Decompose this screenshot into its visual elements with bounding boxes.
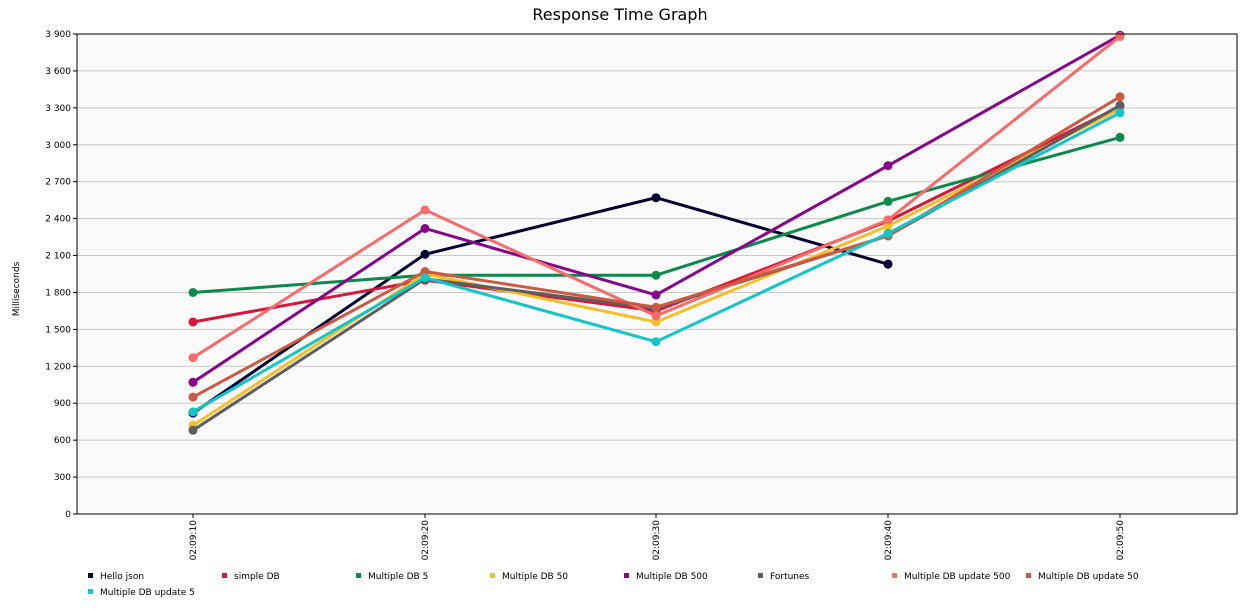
data-point — [1115, 92, 1125, 102]
y-axis-ticks: 0 300 600 900 1 200 1 500 1 800 2 100 2 400 2 700… — [45, 30, 77, 520]
legend-label: Multiple DB 5 — [368, 572, 429, 582]
data-point — [1115, 132, 1125, 142]
legend-label: Multiple DB update 50 — [1038, 572, 1139, 582]
series-multiple-db-update-5 — [188, 108, 1125, 417]
legend-swatch — [758, 573, 763, 578]
data-point — [883, 221, 893, 231]
data-point — [651, 317, 661, 327]
data-point — [883, 161, 893, 171]
y-tick-label: 3 900 — [45, 30, 71, 40]
data-point — [188, 425, 198, 435]
legend-swatch — [624, 573, 629, 578]
plot-border — [76, 33, 1238, 515]
legend-label: Multiple DB update 5 — [100, 588, 195, 598]
x-tick-label: 02:09:40 — [884, 520, 894, 561]
legend-label: Fortunes — [770, 572, 810, 582]
legend-swatch — [88, 573, 93, 578]
y-tick-label: 3 600 — [45, 67, 71, 77]
data-point — [883, 259, 893, 269]
legend-swatch — [1026, 573, 1031, 578]
legend-swatch — [356, 573, 361, 578]
legend-item: Multiple DB 50 — [490, 571, 568, 583]
legend-item: Multiple DB 500 — [624, 571, 708, 583]
data-point — [188, 377, 198, 387]
series-multiple-db-update-500 — [188, 31, 1125, 363]
y-tick-label: 1 200 — [45, 362, 71, 372]
data-point — [420, 273, 430, 283]
series-lines — [188, 30, 1125, 435]
data-point — [420, 267, 430, 277]
data-point — [1115, 108, 1125, 118]
data-point — [1115, 100, 1125, 110]
y-tick-label: 2 100 — [45, 252, 71, 262]
legend-item: Fortunes — [758, 571, 809, 583]
y-tick-label: 2 700 — [45, 178, 71, 188]
legend-item: Multiple DB update 500 — [892, 571, 1010, 583]
y-tick-label: 600 — [54, 436, 71, 446]
legend-swatch — [490, 573, 495, 578]
data-point — [188, 287, 198, 297]
data-point — [188, 392, 198, 402]
data-point — [651, 193, 661, 203]
y-tick-label: 3 000 — [45, 141, 71, 151]
legend-swatch — [222, 573, 227, 578]
legend-swatch — [88, 589, 93, 594]
legend-item: Hello json — [88, 571, 144, 583]
y-tick-label: 0 — [65, 510, 71, 520]
data-point — [420, 205, 430, 215]
legend-item: Multiple DB update 5 — [88, 587, 195, 599]
x-tick-label: 02:09:20 — [421, 520, 431, 561]
data-point — [188, 407, 198, 417]
data-point — [883, 228, 893, 238]
data-point — [651, 270, 661, 280]
x-axis-ticks: 02:09:10 02:09:20 02:09:30 02:09:40 02:09:50 — [189, 514, 1126, 560]
legend-item: simple DB — [222, 571, 280, 583]
legend-label: Multiple DB 500 — [636, 572, 708, 582]
data-point — [420, 249, 430, 259]
legend-item: Multiple DB update 50 — [1026, 571, 1139, 583]
y-tick-label: 900 — [54, 399, 71, 409]
x-tick-label: 02:09:30 — [652, 520, 662, 561]
legend-label: Multiple DB 50 — [502, 572, 569, 582]
y-tick-label: 1 800 — [45, 288, 71, 298]
data-point — [420, 223, 430, 233]
data-point — [188, 353, 198, 363]
legend-swatch — [892, 573, 897, 578]
data-point — [883, 215, 893, 225]
legend-label: simple DB — [234, 572, 280, 582]
y-tick-label: 1 500 — [45, 325, 71, 335]
data-point — [651, 302, 661, 312]
legend-label: Multiple DB update 500 — [904, 572, 1011, 582]
data-point — [1115, 31, 1125, 41]
data-point — [651, 311, 661, 321]
legend-item: Multiple DB 5 — [356, 571, 428, 583]
legend-label: Hello json — [100, 572, 145, 582]
y-axis-label: Milliseconds — [12, 261, 22, 316]
x-tick-label: 02:09:50 — [1116, 520, 1126, 561]
x-tick-label: 02:09:10 — [189, 520, 199, 561]
series-multiple-db-update-50 — [188, 92, 1125, 402]
y-tick-label: 2 400 — [45, 215, 71, 225]
data-point — [651, 290, 661, 300]
y-tick-label: 300 — [54, 473, 71, 483]
chart-title: Response Time Graph — [532, 5, 707, 24]
data-point — [188, 317, 198, 327]
data-point — [883, 196, 893, 206]
data-point — [651, 337, 661, 347]
y-tick-label: 3 300 — [45, 104, 71, 114]
